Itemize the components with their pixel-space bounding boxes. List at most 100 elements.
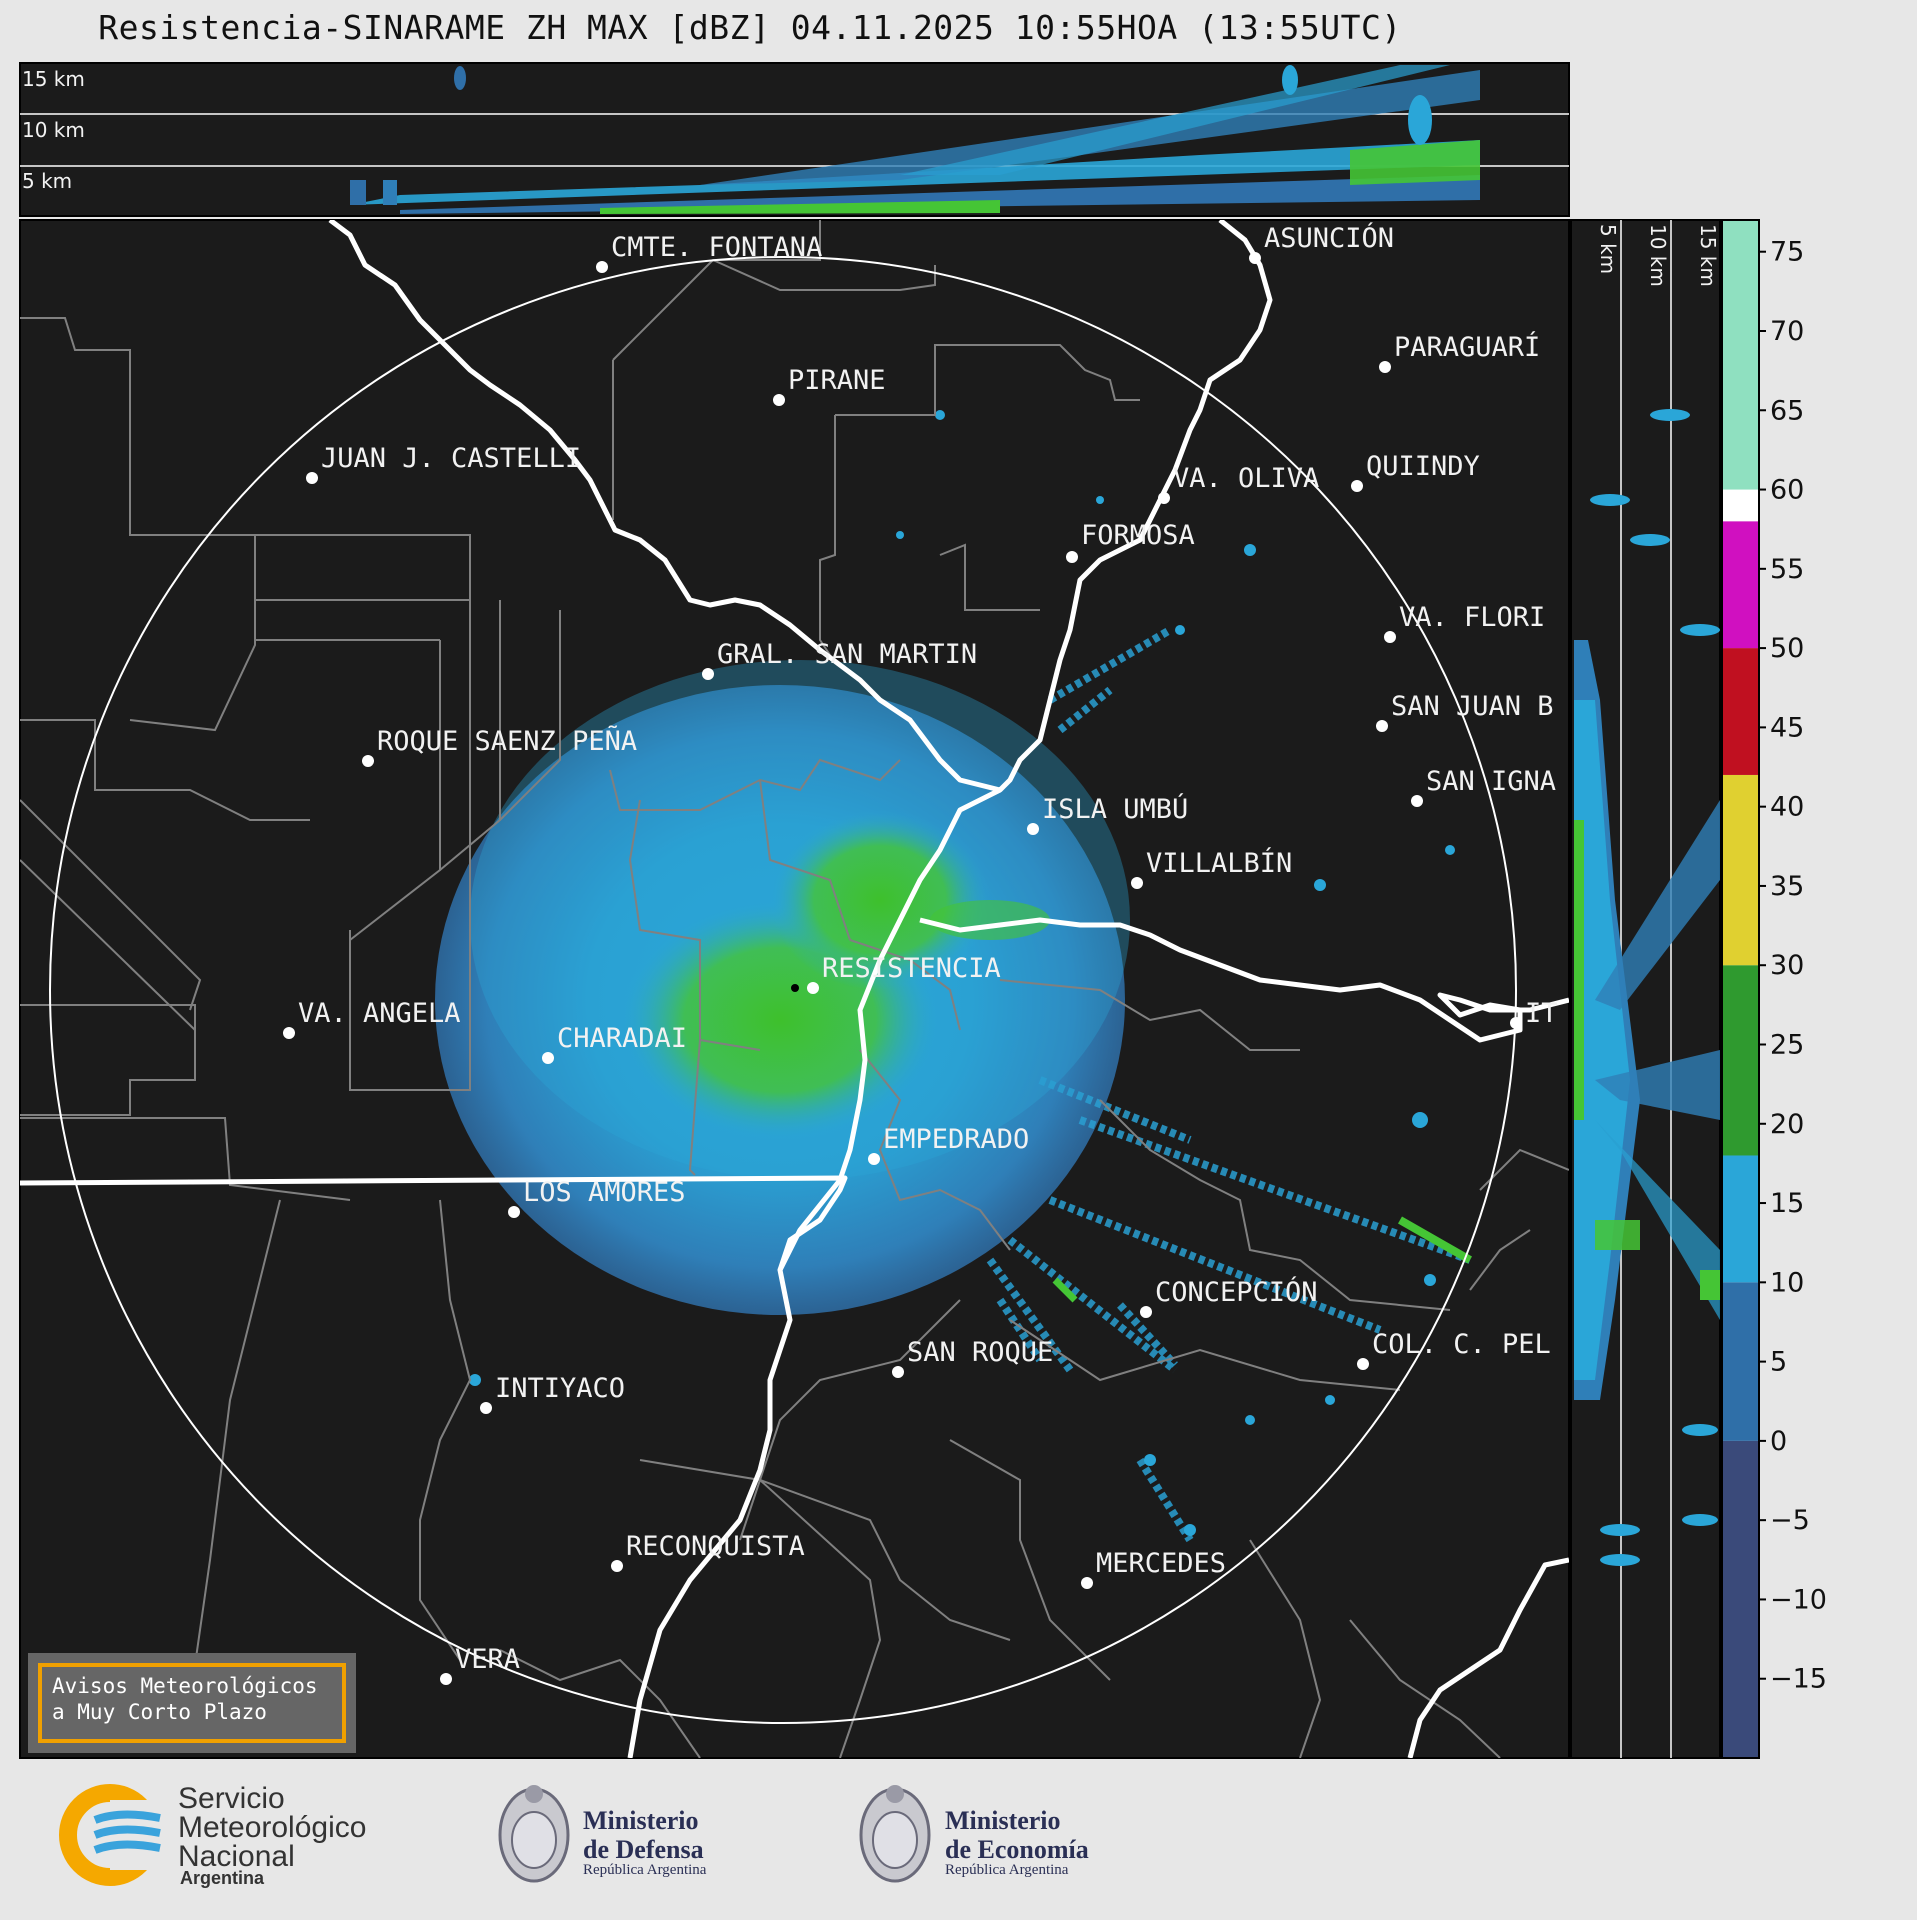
colorbar-tick-label: 75 (1770, 237, 1804, 268)
city-cmte-fontana: CMTE. FONTANA (596, 232, 822, 273)
city-formosa: FORMOSA (1066, 520, 1195, 563)
top-height-label-10: 10 km (22, 118, 85, 142)
colorbar-tick-label: 45 (1770, 712, 1804, 743)
svg-text:CMTE. FONTANA: CMTE. FONTANA (611, 232, 822, 263)
city-san-igna: SAN IGNA (1411, 766, 1556, 807)
department-boundaries (20, 220, 1569, 1758)
colorbar-band (1722, 1155, 1759, 1283)
city-villalbin: VILLALBÍN (1131, 847, 1292, 889)
svg-text:QUIINDY: QUIINDY (1366, 451, 1480, 482)
svg-text:VA. ANGELA: VA. ANGELA (298, 998, 461, 1029)
svg-text:SAN JUAN B: SAN JUAN B (1391, 691, 1554, 722)
argentina-seal-icon-defensa (498, 1785, 570, 1883)
svg-text:CONCEPCIÓN: CONCEPCIÓN (1155, 1276, 1318, 1308)
scattered-echoes (469, 410, 1455, 1536)
colorbar-tick-label: 10 (1770, 1267, 1804, 1298)
colorbar-tick-label: 65 (1770, 395, 1804, 426)
smn-logo-sub: Argentina (180, 1868, 265, 1888)
city-san-roque: SAN ROQUE (892, 1337, 1053, 1378)
colorbar-band (1722, 220, 1759, 490)
colorbar-tick-label: 55 (1770, 554, 1804, 585)
city-vera: VERA (440, 1644, 520, 1685)
colorbar-band (1722, 774, 1759, 966)
svg-text:VILLALBÍN: VILLALBÍN (1146, 847, 1292, 879)
svg-text:LOS AMORES: LOS AMORES (523, 1177, 686, 1208)
logo-strip (59, 1784, 931, 1886)
colorbar-band (1722, 521, 1759, 649)
city-layer: CMTE. FONTANA ASUNCIÓN PARAGUARÍ PIRANE … (283, 222, 1558, 1685)
city-asuncion: ASUNCIÓN (1249, 222, 1394, 264)
colorbar-band (1722, 1440, 1759, 1758)
colorbar-tick-label: −15 (1770, 1664, 1827, 1695)
colorbar-tick-label: 60 (1770, 475, 1804, 506)
svg-text:VA. OLIVA: VA. OLIVA (1173, 463, 1319, 494)
side-height-label-15: 15 km (1696, 224, 1720, 287)
city-it: IT (1510, 998, 1558, 1029)
colorbar-band (1722, 489, 1759, 522)
colorbar-tick-label: 50 (1770, 633, 1804, 664)
svg-text:SAN IGNA: SAN IGNA (1426, 766, 1556, 797)
economia-logo-text: Ministerio de Economía (945, 1806, 1089, 1864)
radar-site-marker (791, 984, 799, 992)
city-col-c-pel: COL. C. PEL (1357, 1329, 1551, 1370)
city-los-amores: LOS AMORES (508, 1177, 686, 1218)
city-mercedes: MERCEDES (1081, 1548, 1226, 1589)
smn-logo-icon (59, 1784, 165, 1886)
colorbar-tick-label: 30 (1770, 950, 1804, 981)
colorbar-tick-label: 25 (1770, 1029, 1804, 1060)
city-isla-umbu: ISLA UMBÚ (1027, 793, 1188, 835)
svg-text:PARAGUARÍ: PARAGUARÍ (1394, 331, 1540, 363)
city-paraguari: PARAGUARÍ (1379, 331, 1540, 373)
top-height-label-15: 15 km (22, 67, 85, 91)
defensa-logo-text: Ministerio de Defensa (583, 1806, 704, 1864)
warning-line-2: a Muy Corto Plazo (52, 1700, 267, 1724)
svg-text:RESISTENCIA: RESISTENCIA (822, 953, 1001, 984)
svg-text:MERCEDES: MERCEDES (1096, 1548, 1226, 1579)
svg-text:SAN ROQUE: SAN ROQUE (907, 1337, 1053, 1368)
colorbar-tick-label: −10 (1770, 1584, 1827, 1615)
svg-text:ASUNCIÓN: ASUNCIÓN (1264, 222, 1394, 254)
rivers-borders (20, 220, 1569, 1758)
colorbar-band (1722, 648, 1759, 775)
city-charadai: CHARADAI (542, 1023, 687, 1064)
svg-text:VA. FLORI: VA. FLORI (1399, 602, 1545, 633)
svg-text:IT: IT (1525, 998, 1558, 1029)
defensa-logo-sub: República Argentina (583, 1862, 707, 1878)
colorbar-band (1722, 1282, 1759, 1441)
top-height-label-5: 5 km (22, 169, 72, 193)
radar-map-panel: CMTE. FONTANA ASUNCIÓN PARAGUARÍ PIRANE … (19, 219, 1570, 1759)
warning-badge[interactable]: Avisos Meteorológicos a Muy Corto Plazo (28, 1653, 356, 1753)
side-height-label-10: 10 km (1646, 224, 1670, 287)
colorbar-tick-label: 20 (1770, 1109, 1804, 1140)
svg-text:COL. C. PEL: COL. C. PEL (1372, 1329, 1551, 1360)
smn-logo-text: Servicio Meteorológico Nacional (178, 1782, 367, 1873)
city-pirane: PIRANE (773, 365, 886, 406)
city-empedrado: EMPEDRADO (868, 1124, 1029, 1165)
city-va-angela: VA. ANGELA (283, 998, 461, 1039)
svg-text:VERA: VERA (455, 1644, 520, 1675)
side-height-panel: 5 km 10 km 15 km (1570, 219, 1721, 1759)
svg-text:PIRANE: PIRANE (788, 365, 886, 396)
city-intiyaco: INTIYACO (480, 1373, 625, 1414)
svg-text:ROQUE SAENZ PEÑA: ROQUE SAENZ PEÑA (377, 725, 637, 757)
colorbar-band (1722, 965, 1759, 1156)
map-title: Resistencia-SINARAME ZH MAX [dBZ] 04.11.… (98, 8, 1402, 47)
city-juan-j-castelli: JUAN J. CASTELLI (306, 443, 581, 484)
svg-text:INTIYACO: INTIYACO (495, 1373, 625, 1404)
svg-text:EMPEDRADO: EMPEDRADO (883, 1124, 1029, 1155)
city-roque-saenz-pena: ROQUE SAENZ PEÑA (362, 725, 637, 767)
colorbar-tick-label: −5 (1770, 1505, 1810, 1536)
colorbar-tick-label: 15 (1770, 1188, 1804, 1219)
svg-text:FORMOSA: FORMOSA (1081, 520, 1195, 551)
svg-text:ISLA UMBÚ: ISLA UMBÚ (1042, 793, 1188, 825)
city-va-oliva: VA. OLIVA (1158, 463, 1319, 504)
svg-text:CHARADAI: CHARADAI (557, 1023, 687, 1054)
warning-line-1: Avisos Meteorológicos (52, 1674, 318, 1698)
city-resistencia: RESISTENCIA (807, 953, 1001, 994)
svg-text:JUAN J. CASTELLI: JUAN J. CASTELLI (321, 443, 581, 474)
city-san-juan-b: SAN JUAN B (1376, 691, 1554, 732)
economia-logo-sub: República Argentina (945, 1862, 1069, 1878)
svg-text:GRAL. SAN MARTIN: GRAL. SAN MARTIN (717, 639, 977, 670)
